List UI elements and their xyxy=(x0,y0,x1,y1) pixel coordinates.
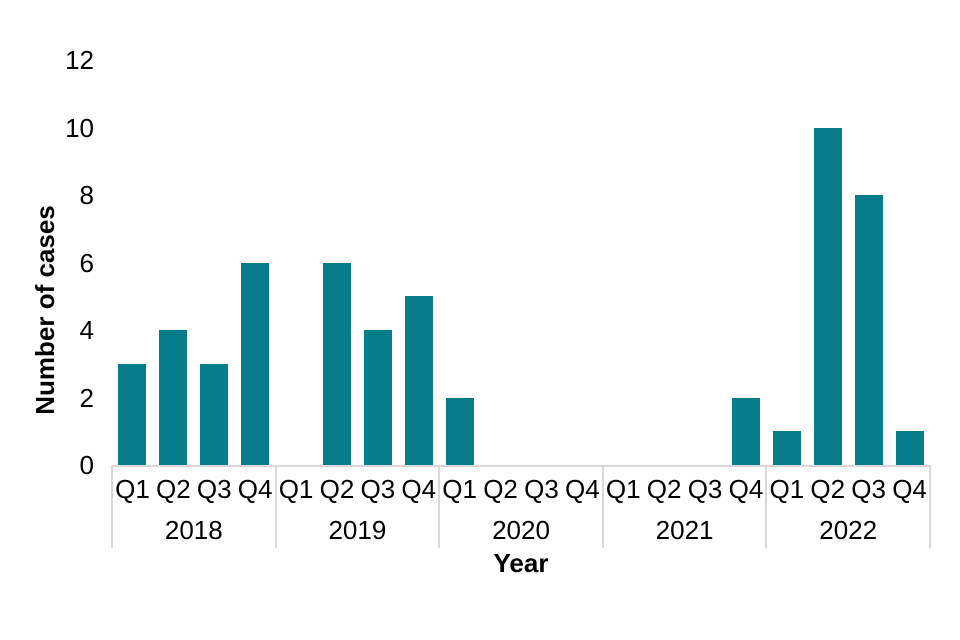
bar-2019-Q3 xyxy=(363,330,392,465)
x-tick-label-quarter: Q1 xyxy=(769,474,805,504)
year-group-separator xyxy=(111,465,113,548)
y-tick-label: 2 xyxy=(79,382,94,413)
y-tick-label: 4 xyxy=(79,315,94,345)
y-tick-label: 12 xyxy=(65,45,94,75)
x-tick-label-quarter: Q2 xyxy=(646,474,682,504)
x-tick-label-year: 2022 xyxy=(819,515,878,545)
bar-2022-Q3 xyxy=(854,195,883,465)
x-tick-label-quarter: Q2 xyxy=(810,474,846,504)
year-group-separator xyxy=(438,465,441,548)
x-tick-label-quarter: Q1 xyxy=(278,474,314,504)
x-tick-label-quarter: Q1 xyxy=(442,474,477,504)
x-tick-label-quarter: Q4 xyxy=(564,474,600,504)
x-axis-title: Year xyxy=(493,548,549,578)
bar-2022-Q2 xyxy=(813,127,842,465)
x-axis-line xyxy=(112,465,930,467)
year-group-separator xyxy=(929,465,931,548)
bar-2020-Q1 xyxy=(445,397,474,465)
x-tick-label-quarter: Q1 xyxy=(605,474,641,504)
y-tick-label: 8 xyxy=(79,180,94,210)
bar-2018-Q2 xyxy=(159,330,188,465)
x-tick-label-quarter: Q4 xyxy=(237,474,273,504)
x-tick-label-quarter: Q3 xyxy=(851,474,886,504)
year-group-separator xyxy=(274,465,277,548)
bar-2018-Q3 xyxy=(200,363,229,465)
bar-2019-Q4 xyxy=(404,296,433,465)
y-tick-label: 0 xyxy=(79,450,94,480)
x-tick-label-quarter: Q2 xyxy=(319,474,355,504)
x-tick-label-year: 2021 xyxy=(655,515,714,545)
x-tick-label-quarter: Q4 xyxy=(401,474,437,504)
x-tick-label-year: 2019 xyxy=(328,515,387,545)
x-tick-label-year: 2020 xyxy=(492,515,550,545)
bar-2021-Q4 xyxy=(731,397,760,465)
bar-2022-Q1 xyxy=(772,431,801,465)
bar-2018-Q1 xyxy=(118,363,147,465)
bar-2019-Q2 xyxy=(322,262,351,465)
y-tick-label: 10 xyxy=(65,112,94,143)
x-tick-label-quarter: Q3 xyxy=(524,474,559,504)
x-tick-label-quarter: Q4 xyxy=(892,474,927,504)
bar-2022-Q4 xyxy=(895,431,924,465)
year-group-separator xyxy=(765,465,768,548)
x-tick-label-quarter: Q3 xyxy=(687,474,723,504)
y-tick-label: 6 xyxy=(79,247,94,278)
x-tick-label-quarter: Q2 xyxy=(483,474,518,504)
x-tick-label-quarter: Q1 xyxy=(115,474,150,504)
x-tick-label-quarter: Q3 xyxy=(360,474,396,504)
x-tick-label-quarter: Q4 xyxy=(728,474,764,504)
x-tick-label-quarter: Q3 xyxy=(196,474,232,504)
bar-2018-Q4 xyxy=(241,262,270,465)
x-tick-label-year: 2018 xyxy=(164,515,223,545)
year-group-separator xyxy=(601,465,604,548)
x-tick-label-quarter: Q2 xyxy=(155,474,191,504)
